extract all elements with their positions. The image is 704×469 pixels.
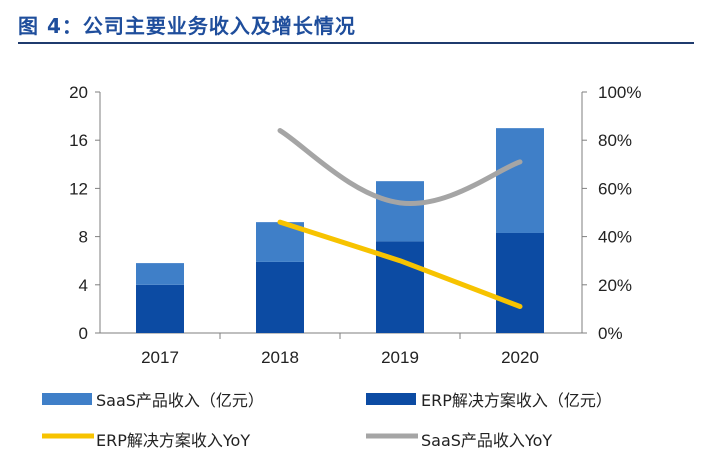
- tick-labels: 0 4 8 12 16 20 0% 20% 40% 60% 80% 100% 2017 2018 2019 2…: [69, 83, 641, 367]
- right-tick-label: 60%: [598, 179, 632, 198]
- legend-saas-revenue-swatch: [42, 393, 92, 405]
- legend-erp-revenue-swatch: [366, 393, 416, 405]
- x-tick-label: 2018: [261, 348, 299, 367]
- right-tick-label: 20%: [598, 276, 632, 295]
- left-tick-label: 4: [79, 276, 88, 295]
- legend-saas-yoy-label: SaaS产品收入YoY: [421, 431, 552, 450]
- legend: SaaS产品收入（亿元） ERP解决方案收入（亿元） ERP解决方案收入YoY Saa…: [42, 391, 612, 450]
- bar-erp-2020: [496, 232, 544, 333]
- left-tick-label: 12: [69, 179, 88, 198]
- left-tick-label: 16: [69, 131, 88, 150]
- x-tick-label: 2019: [381, 348, 419, 367]
- bar-saas-2019: [376, 181, 424, 242]
- figure-title: 图 4：公司主要业务收入及增长情况: [18, 14, 356, 38]
- bars: [136, 128, 544, 333]
- legend-erp-revenue-label: ERP解决方案收入（亿元）: [421, 391, 612, 410]
- left-tick-label: 8: [79, 228, 88, 247]
- title-divider: [18, 42, 694, 44]
- x-tick-label: 2017: [141, 348, 179, 367]
- bar-erp-2017: [136, 284, 184, 333]
- bar-erp-2018: [256, 261, 304, 333]
- left-tick-label: 20: [69, 83, 88, 102]
- bar-saas-2017: [136, 263, 184, 285]
- right-tick-label: 40%: [598, 228, 632, 247]
- lines: [277, 128, 523, 309]
- x-tick-label: 2020: [501, 348, 539, 367]
- right-tick-label: 100%: [598, 83, 641, 102]
- legend-erp-yoy-label: ERP解决方案收入YoY: [96, 431, 250, 450]
- right-tick-label: 0%: [598, 324, 623, 343]
- legend-saas-revenue-label: SaaS产品收入（亿元）: [96, 391, 264, 410]
- right-tick-label: 80%: [598, 131, 632, 150]
- bar-saas-2020: [496, 128, 544, 233]
- left-tick-label: 0: [79, 324, 88, 343]
